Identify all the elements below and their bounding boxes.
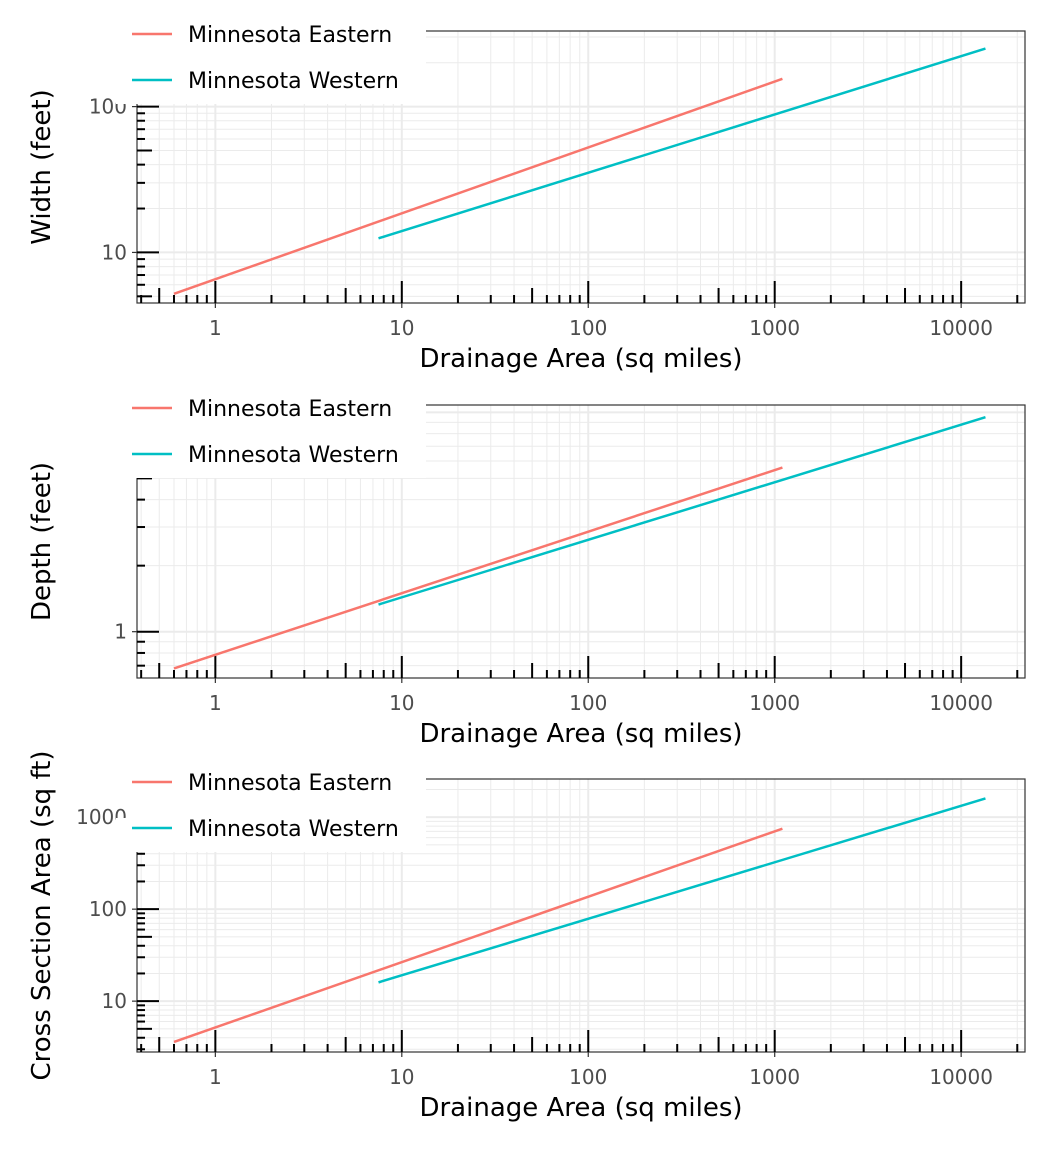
y-tick-label: 10 [102,240,127,264]
legend-mask [116,70,140,104]
legend-box [116,760,426,852]
x-tick-label: 100 [569,316,607,340]
x-tick-label: 1 [209,316,222,340]
y-tick-label: 100 [89,897,127,921]
legend-label-eastern: Minnesota Eastern [188,771,392,796]
series-line-western [378,47,986,240]
y-axis-title: Depth (feet) [27,462,57,621]
panel-border [136,404,1026,679]
x-axis-title: Drainage Area (sq miles) [419,719,742,749]
x-axis-title: Drainage Area (sq miles) [419,344,742,374]
x-axis-title: Drainage Area (sq miles) [419,1093,742,1123]
legend-label-western: Minnesota Western [188,817,399,842]
x-tick-label: 10000 [929,1065,993,1089]
legend-label-western: Minnesota Western [188,443,399,468]
x-tick-label: 10000 [929,691,993,715]
y-tick-label: 1 [114,620,127,644]
legend-box [116,386,426,478]
legend-label-eastern: Minnesota Eastern [188,23,392,48]
x-tick-label: 10 [389,691,414,715]
x-tick-label: 1000 [749,1065,800,1089]
x-tick-label: 1 [209,1065,222,1089]
series-line-eastern [173,77,783,296]
series-line-western [378,416,986,606]
x-tick-label: 1000 [749,316,800,340]
y-axis-title: Cross Section Area (sq ft) [27,751,57,1081]
x-tick-label: 1 [209,691,222,715]
panel-border [136,778,1026,1053]
x-tick-label: 10 [389,1065,414,1089]
x-tick-label: 10 [389,316,414,340]
x-tick-label: 100 [569,691,607,715]
series-line-eastern [173,466,783,670]
y-tick-label: 10 [102,989,127,1013]
panel-border [136,30,1026,304]
x-tick-label: 10000 [929,316,993,340]
chart-panel-2: 1 10 100 1000 10000 1 Minnesota Eastern Minneso… [27,386,1026,749]
legend-label-western: Minnesota Western [188,69,399,94]
legend-label-eastern: Minnesota Eastern [188,397,392,422]
legend-mask [116,818,140,852]
legend-box [116,12,426,104]
legend-mask [116,444,140,478]
x-tick-label: 100 [569,1065,607,1089]
series-line-western [378,797,986,984]
x-tick-label: 1000 [749,691,800,715]
series-line-eastern [173,827,783,1044]
y-axis-title: Width (feet) [27,89,57,244]
